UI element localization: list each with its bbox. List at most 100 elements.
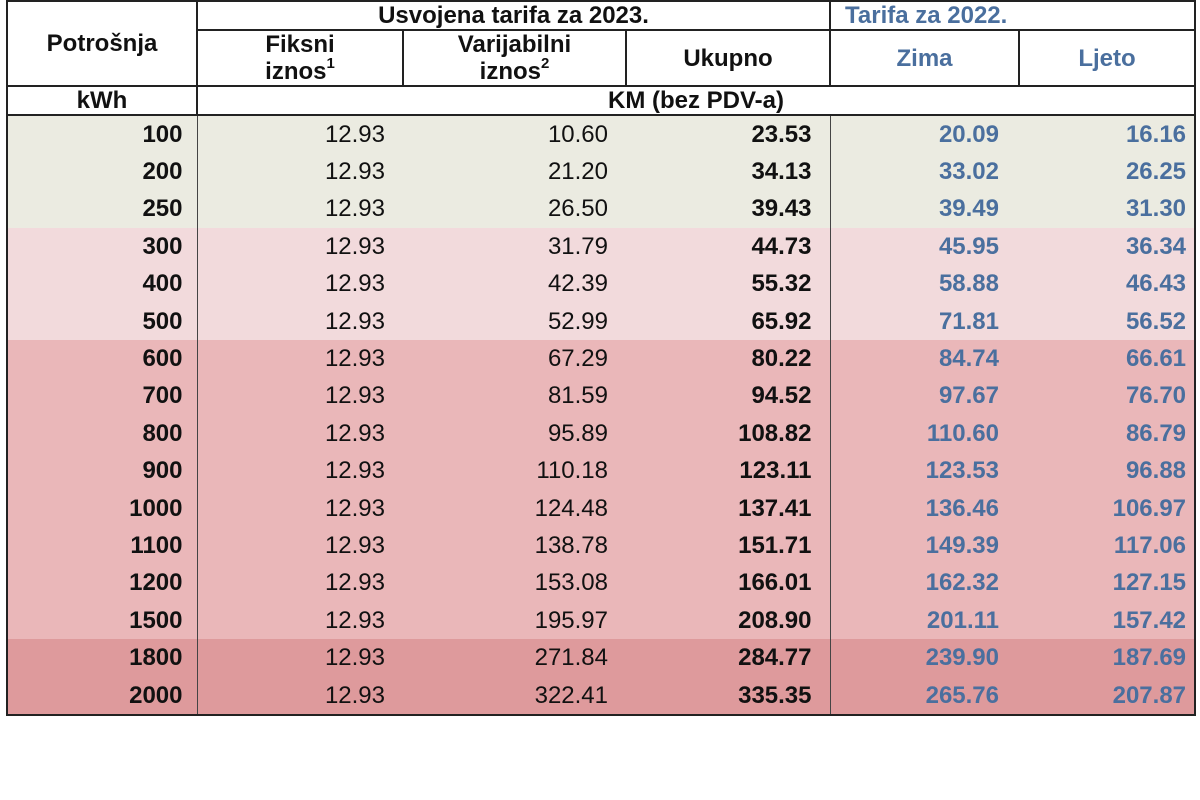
header-winter: Zima	[830, 30, 1020, 87]
cell-fixed: 12.93	[196, 639, 403, 677]
cell-total: 80.22	[751, 345, 812, 373]
cell-summer: 127.15	[1019, 564, 1197, 603]
cell-fixed: 12.93	[196, 602, 403, 640]
cell-total: 166.01	[738, 569, 812, 597]
cell-fixed: 12.93	[196, 153, 403, 191]
cell-total: 39.43	[751, 195, 812, 223]
header-variable: Varijabilni iznos2	[403, 30, 627, 87]
table-row: 400 12.93 42.39 55.32 58.88 46.43	[6, 265, 1197, 303]
cell-fixed: 12.93	[196, 302, 403, 341]
cell-total: 44.73	[751, 232, 812, 260]
header-total-label: Ukupno	[683, 44, 773, 72]
cell-variable: 322.41	[403, 676, 626, 717]
table-row: 300 12.93 31.79 44.73 45.95 36.34	[6, 228, 1197, 266]
header-summer: Ljeto	[1019, 30, 1197, 87]
cell-summer: 66.61	[1019, 340, 1197, 378]
cell-total: 34.13	[751, 158, 812, 186]
cell-fixed: 12.93	[196, 228, 403, 266]
header-winter-label: Zima	[896, 44, 953, 72]
cell-variable: 195.97	[534, 606, 608, 634]
cell-total: 65.92	[751, 307, 812, 335]
cell-kwh: 600	[6, 340, 197, 378]
cell-variable: 52.99	[547, 307, 608, 335]
table-row: 800 12.93 95.89 108.82 110.60 86.79	[6, 415, 1197, 453]
header-tariff-2023: Usvojena tarifa za 2023.	[197, 0, 831, 31]
tariff-table: Potrošnja Usvojena tarifa za 2023. Tarif…	[6, 0, 1197, 717]
cell-kwh: 800	[6, 415, 197, 453]
cell-summer: 46.43	[1019, 265, 1197, 303]
cell-winter: 123.53	[829, 452, 1019, 490]
cell-total: 137.41	[738, 494, 812, 522]
cell-winter: 20.09	[829, 115, 1019, 154]
table-row: 1000 12.93 124.48 137.41 136.46 106.97	[6, 489, 1197, 528]
table-body: 100 12.93 10.60 23.53 20.09 16.16 200 12.93 21.2…	[6, 115, 1197, 717]
cell-variable: 271.84	[534, 644, 608, 672]
cell-fixed: 12.93	[196, 527, 403, 565]
cell-summer: 76.70	[1019, 377, 1197, 416]
cell-total: 108.82	[738, 419, 812, 447]
cell-fixed: 12.93	[196, 564, 403, 603]
cell-summer: 16.16	[1019, 115, 1197, 154]
cell-kwh: 1200	[6, 564, 197, 603]
cell-variable: 124.48	[534, 494, 608, 522]
cell-fixed: 12.93	[196, 340, 403, 378]
cell-winter: 162.32	[829, 564, 1019, 603]
header-fixed-line2: iznos	[265, 58, 327, 85]
table-row: 1500 12.93 195.97 208.90 201.11 157.42	[6, 602, 1197, 640]
cell-summer: 187.69	[1019, 639, 1197, 677]
header-fixed: Fiksni iznos1	[197, 30, 404, 87]
cell-variable: 21.20	[547, 158, 608, 186]
table-row: 2000 12.93 322.41 335.35 265.76 207.87	[6, 676, 1197, 717]
cell-fixed: 12.93	[196, 265, 403, 303]
cell-variable: 110.18	[536, 457, 608, 485]
cell-variable: 95.89	[547, 419, 608, 447]
cell-kwh: 1500	[6, 602, 197, 640]
cell-winter: 58.88	[829, 265, 1019, 303]
cell-total: 284.77	[738, 644, 812, 672]
cell-variable: 26.50	[547, 195, 608, 223]
cell-kwh: 250	[6, 190, 197, 229]
header-fixed-line1: Fiksni	[265, 31, 335, 58]
cell-summer: 86.79	[1019, 415, 1197, 453]
header-variable-line2: iznos	[479, 58, 541, 85]
cell-variable: 138.78	[534, 531, 608, 559]
cell-winter: 45.95	[829, 228, 1019, 266]
cell-total: 208.90	[738, 606, 812, 634]
cell-kwh: 400	[6, 265, 197, 303]
cell-winter: 201.11	[829, 602, 1019, 640]
cell-winter: 33.02	[829, 153, 1019, 191]
cell-winter: 84.74	[829, 340, 1019, 378]
cell-summer: 207.87	[1019, 676, 1197, 717]
header-summer-label: Ljeto	[1078, 44, 1136, 72]
cell-variable: 153.08	[534, 569, 608, 597]
table-row: 1800 12.93 271.84 284.77 239.90 187.69	[6, 639, 1197, 677]
cell-variable: 42.39	[547, 270, 608, 298]
header-variable-footnote: 2	[541, 55, 550, 72]
cell-kwh: 900	[6, 452, 197, 490]
cell-summer: 31.30	[1019, 190, 1197, 229]
cell-winter: 239.90	[829, 639, 1019, 677]
cell-kwh: 1100	[6, 527, 197, 565]
header-unit-kwh-label: kWh	[76, 87, 128, 114]
cell-total: 55.32	[751, 270, 812, 298]
cell-fixed: 12.93	[196, 452, 403, 490]
table-row: 500 12.93 52.99 65.92 71.81 56.52	[6, 302, 1197, 341]
cell-winter: 39.49	[829, 190, 1019, 229]
cell-fixed: 12.93	[196, 190, 403, 229]
header-unit-kwh: kWh	[6, 86, 198, 116]
table-row: 600 12.93 67.29 80.22 84.74 66.61	[6, 340, 1197, 378]
cell-summer: 157.42	[1019, 602, 1197, 640]
cell-winter: 110.60	[829, 415, 1019, 453]
cell-summer: 36.34	[1019, 228, 1197, 266]
cell-kwh: 200	[6, 153, 197, 191]
cell-kwh: 500	[6, 302, 197, 341]
table-row: 900 12.93 110.18 123.11 123.53 96.88	[6, 452, 1197, 490]
cell-total: 94.52	[751, 382, 812, 410]
header-unit-km: KM (bez PDV-a)	[197, 86, 1197, 116]
header-tariff-2022: Tarifa za 2022.	[830, 0, 1197, 31]
cell-summer: 56.52	[1019, 302, 1197, 341]
cell-fixed: 12.93	[196, 676, 403, 717]
cell-kwh: 1000	[6, 489, 197, 528]
header-variable-line1: Varijabilni	[457, 31, 572, 58]
header-tariff-2023-label: Usvojena tarifa za 2023.	[378, 2, 649, 29]
